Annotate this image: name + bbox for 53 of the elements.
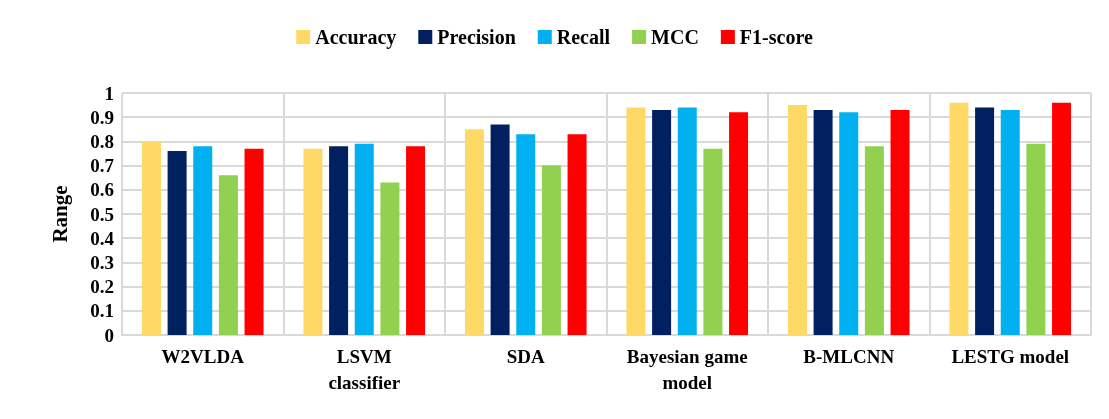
y-tick-label: 0.9 bbox=[90, 106, 114, 128]
y-tick-label: 0.8 bbox=[90, 130, 114, 152]
y-tick-label: 0.1 bbox=[90, 300, 114, 322]
bar bbox=[380, 182, 400, 335]
bar bbox=[949, 102, 969, 335]
y-tick-label: 0.4 bbox=[90, 227, 115, 249]
bar bbox=[329, 146, 349, 335]
bar bbox=[1000, 109, 1020, 335]
y-tick-label: 0.2 bbox=[90, 276, 114, 298]
bar bbox=[516, 134, 536, 335]
x-tick-label: LSVM classifier bbox=[328, 345, 401, 393]
x-tick-label: Bayesian game model bbox=[626, 345, 748, 393]
y-tick-label: 0.3 bbox=[90, 251, 114, 273]
bar bbox=[193, 146, 213, 335]
y-tick-label: 0.6 bbox=[90, 179, 114, 201]
bar bbox=[354, 143, 374, 335]
legend-label: MCC bbox=[651, 26, 699, 48]
bar bbox=[890, 109, 910, 335]
x-tick-label: B-MLCNN bbox=[803, 345, 895, 367]
bar bbox=[864, 146, 884, 335]
bar bbox=[303, 148, 323, 335]
y-tick-label: 0 bbox=[104, 324, 114, 346]
bar bbox=[406, 146, 426, 335]
y-tick-label: 1 bbox=[104, 82, 114, 104]
x-tick-label: W2VLDA bbox=[161, 345, 245, 367]
bar bbox=[703, 148, 723, 335]
bar bbox=[677, 107, 697, 335]
bar bbox=[244, 148, 264, 335]
bar bbox=[626, 107, 646, 335]
bar bbox=[813, 109, 833, 335]
x-tick-label: LESTG model bbox=[951, 345, 1070, 367]
x-tick-label: SDA bbox=[506, 345, 546, 367]
bar bbox=[567, 134, 587, 335]
bar bbox=[541, 165, 561, 335]
bar bbox=[141, 141, 161, 335]
bar bbox=[975, 107, 995, 335]
bar bbox=[652, 109, 672, 335]
y-tick-label: 0.5 bbox=[90, 203, 114, 225]
bar bbox=[787, 105, 807, 335]
bar bbox=[1052, 102, 1072, 335]
y-axis-title: Range bbox=[47, 185, 72, 243]
legend-label: Precision bbox=[437, 26, 516, 48]
bar bbox=[464, 129, 484, 335]
bar bbox=[729, 112, 749, 335]
legend-label: Accuracy bbox=[315, 26, 397, 49]
legend-label: Recall bbox=[556, 26, 611, 48]
bar bbox=[218, 175, 238, 335]
bar bbox=[1026, 143, 1046, 335]
bar bbox=[167, 151, 187, 335]
legend-label: F1-score bbox=[739, 26, 813, 48]
y-tick-label: 0.7 bbox=[90, 155, 115, 177]
bar bbox=[490, 124, 510, 335]
bar bbox=[839, 112, 859, 335]
